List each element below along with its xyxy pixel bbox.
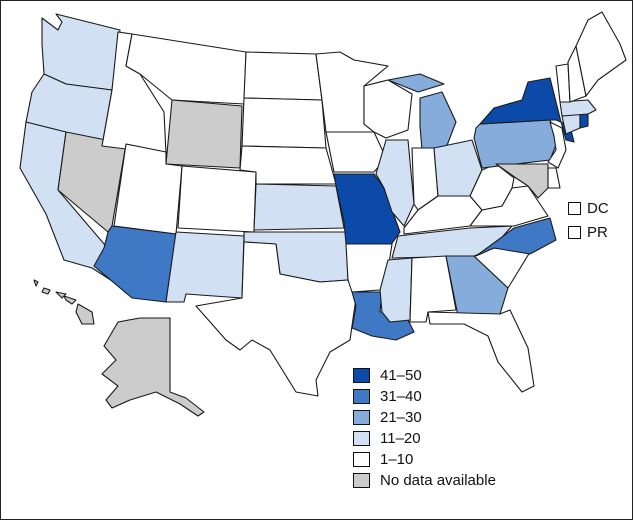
legend-swatch-21-30 [353, 410, 370, 425]
state-az [93, 225, 177, 303]
legend-swatch-41-50 [353, 368, 370, 383]
state-nc [475, 217, 557, 257]
territory-dc: DC [568, 200, 609, 217]
legend-label-41-50: 41–50 [380, 367, 422, 384]
territory-dc-swatch [568, 202, 581, 215]
state-md [495, 163, 549, 199]
legend-swatch-11-20 [353, 431, 370, 446]
legend-label-31-40: 31–40 [380, 388, 422, 405]
state-tx [195, 241, 357, 397]
legend-swatch-no-data [353, 473, 370, 488]
state-wy [165, 99, 243, 169]
map-legend: 41–50 31–40 21–30 11–20 1–10 No data ava… [353, 365, 496, 491]
state-mo [333, 173, 401, 247]
legend-label-11-20: 11–20 [380, 430, 421, 447]
state-me [575, 11, 627, 97]
state-il [375, 139, 415, 227]
legend-item-1-10: 1–10 [353, 449, 496, 470]
state-ri [579, 113, 589, 129]
state-nj [547, 121, 567, 169]
state-co [177, 165, 257, 233]
legend-item-21-30: 21–30 [353, 407, 496, 428]
state-ga [445, 255, 509, 317]
territory-dc-label: DC [587, 200, 609, 217]
territory-pr: PR [568, 224, 608, 241]
state-wi [363, 79, 413, 139]
state-hi [33, 279, 95, 325]
state-ks [253, 183, 345, 231]
state-nd [243, 51, 323, 101]
legend-label-1-10: 1–10 [380, 451, 414, 468]
state-wv [469, 163, 515, 211]
state-fl [427, 309, 535, 393]
state-nm [165, 231, 245, 303]
state-pa [473, 119, 559, 169]
territory-pr-swatch [568, 226, 581, 239]
legend-item-41-50: 41–50 [353, 365, 496, 386]
legend-item-31-40: 31–40 [353, 386, 496, 407]
legend-item-11-20: 11–20 [353, 428, 496, 449]
legend-swatch-31-40 [353, 389, 370, 404]
state-ak [101, 317, 205, 417]
legend-label-no-data: No data available [380, 472, 496, 489]
state-ia [325, 131, 387, 173]
legend-item-no-data: No data available [353, 470, 496, 491]
state-de [547, 167, 561, 189]
legend-swatch-1-10 [353, 452, 370, 467]
state-ny [479, 77, 575, 143]
state-ma [559, 99, 597, 117]
territory-pr-label: PR [587, 224, 608, 241]
legend-label-21-30: 21–30 [380, 409, 422, 426]
state-sd [241, 97, 327, 149]
